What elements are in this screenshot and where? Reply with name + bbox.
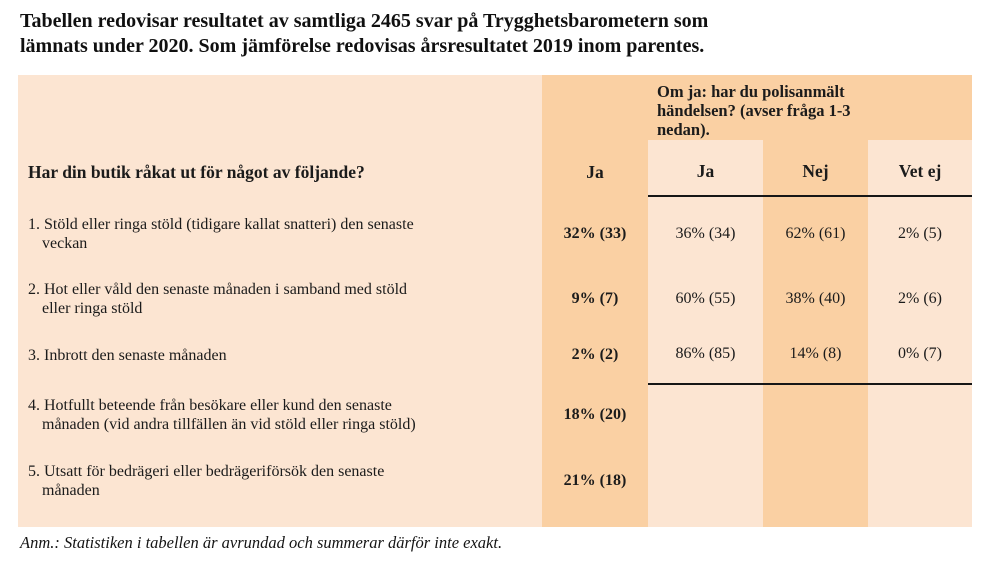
row-5-polis-nej-value	[763, 452, 868, 527]
row-3-polis-nej-value: 14% (8)	[763, 335, 868, 385]
row-5-polis-vet-ej-value	[868, 452, 972, 527]
row-3-question: 3. Inbrott den senaste månaden	[28, 346, 227, 364]
page-title: Tabellen redovisar resultatet av samtlig…	[20, 10, 709, 57]
row-4-polis-nej-value	[763, 385, 868, 452]
table-row-question: 4. Hotfullt beteende från besökare eller…	[18, 385, 542, 452]
row-2-polis-vet-ej-value: 2% (6)	[868, 270, 972, 335]
subheader-ja: Ja	[648, 140, 763, 197]
row-5-ja-value: 21% (18)	[542, 452, 648, 527]
row-1-polis-ja-value: 36% (34)	[648, 197, 763, 270]
row-1-polis-vet-ej-value: 2% (5)	[868, 197, 972, 270]
row-2-polis-ja-value: 60% (55)	[648, 270, 763, 335]
row-1-ja-value: 32% (33)	[542, 197, 648, 270]
row-4-polis-vet-ej-value	[868, 385, 972, 452]
row-1-polis-nej-value: 62% (61)	[763, 197, 868, 270]
table-row-question: 5. Utsatt för bedrägeri eller bedrägerif…	[18, 452, 542, 527]
police-report-header: Om ja: har du polisanmält händelsen? (av…	[648, 75, 972, 140]
row-2-question: 2. Hot eller våld den senaste månaden i …	[28, 280, 408, 317]
table-row-question: 1. Stöld eller ringa stöld (tidigare kal…	[18, 197, 542, 270]
results-table: Har din butik råkat ut för något av följ…	[18, 75, 972, 527]
row-1-question: 1. Stöld eller ringa stöld (tidigare kal…	[28, 215, 414, 252]
row-3-polis-vet-ej-value: 0% (7)	[868, 335, 972, 385]
row-3-ja-value: 2% (2)	[542, 335, 648, 385]
row-5-question: 5. Utsatt för bedrägeri eller bedrägerif…	[28, 462, 385, 499]
table-row-question: 3. Inbrott den senaste månaden	[18, 335, 542, 385]
table-footnote: Anm.: Statistiken i tabellen är avrundad…	[20, 533, 503, 552]
row-3-polis-ja-value: 86% (85)	[648, 335, 763, 385]
subheader-nej: Nej	[763, 140, 868, 197]
row-2-ja-value: 9% (7)	[542, 270, 648, 335]
subheader-vet-ej: Vet ej	[868, 140, 972, 197]
row-4-ja-value: 18% (20)	[542, 385, 648, 452]
ja-column-header: Ja	[542, 75, 648, 197]
row-5-polis-ja-value	[648, 452, 763, 527]
row-2-polis-nej-value: 38% (40)	[763, 270, 868, 335]
table-row-question: 2. Hot eller våld den senaste månaden i …	[18, 270, 542, 335]
row-4-question: 4. Hotfullt beteende från besökare eller…	[28, 396, 416, 433]
row-4-polis-ja-value	[648, 385, 763, 452]
question-column-header: Har din butik råkat ut för något av följ…	[18, 75, 542, 197]
